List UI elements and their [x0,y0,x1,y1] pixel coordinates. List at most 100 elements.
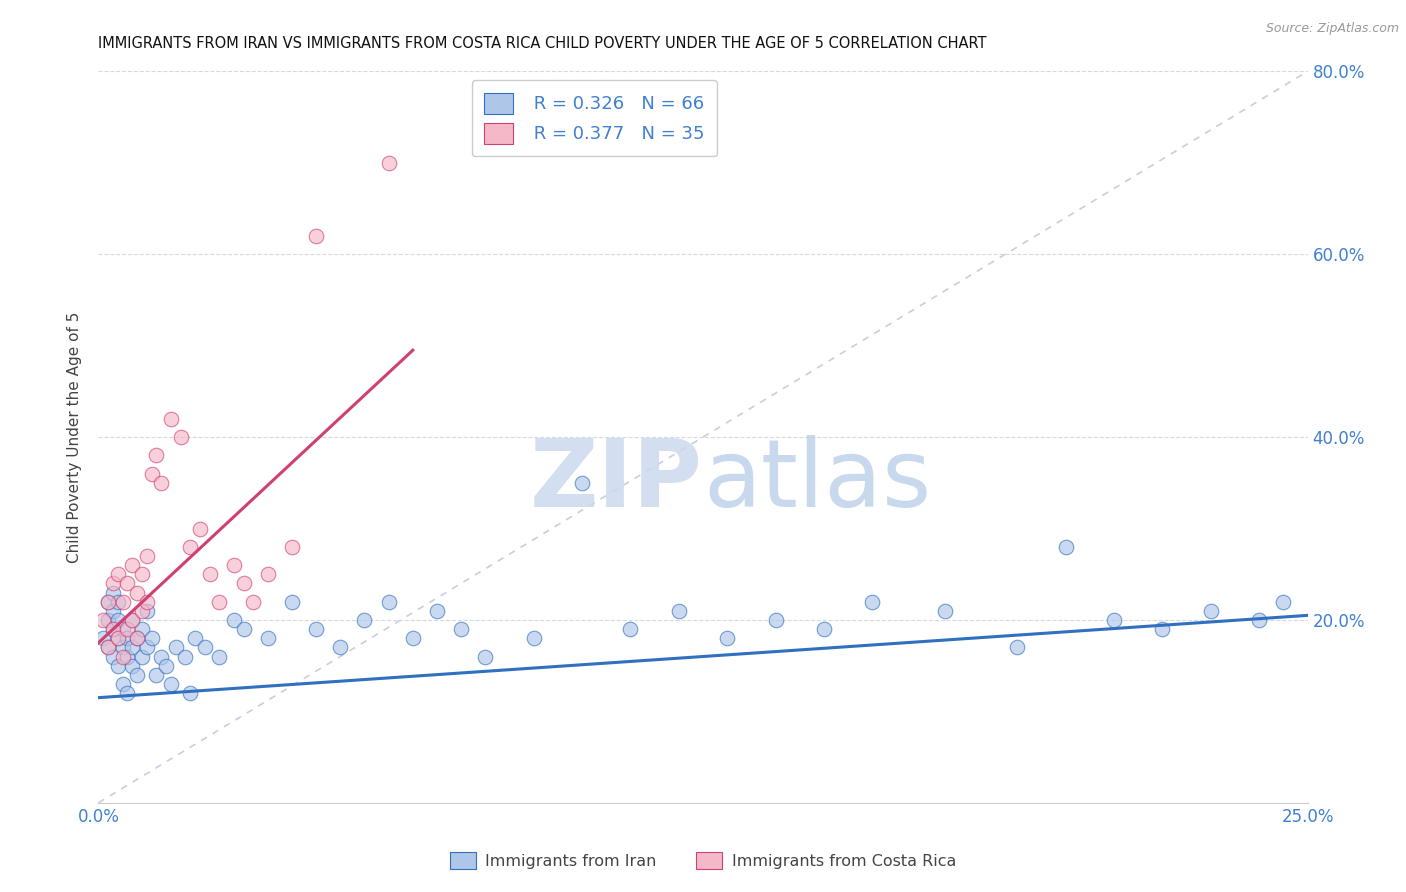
Point [150,475,173,490]
Point [668,604,690,618]
Point [141,632,163,646]
Point [208,594,231,608]
Point [188,521,211,535]
Point [91,632,114,646]
Point [111,594,134,608]
Point [305,228,328,243]
Point [135,604,157,618]
Point [194,640,217,655]
Point [222,613,245,627]
Point [1272,594,1295,608]
Point [179,686,201,700]
Point [474,649,496,664]
Text: atlas: atlas [703,435,931,527]
Point [121,658,143,673]
Point [101,585,124,599]
Point [256,632,278,646]
Point [111,677,134,691]
Point [716,632,738,646]
Point [377,156,399,170]
Point [305,622,328,636]
Legend:  R = 0.326   N = 66,  R = 0.377   N = 35: R = 0.326 N = 66, R = 0.377 N = 35 [471,80,717,156]
Point [135,549,157,563]
Point [117,686,139,700]
Point [117,622,139,636]
Point [97,640,120,655]
Point [97,640,120,655]
Point [184,632,207,646]
Point [1054,540,1077,554]
Point [242,594,264,608]
Point [174,649,197,664]
Point [101,622,124,636]
Point [117,576,139,591]
Point [127,667,149,681]
Point [860,594,883,608]
Point [208,649,231,664]
Point [934,604,956,618]
Point [91,613,114,627]
Point [1152,622,1174,636]
Point [141,467,163,481]
Point [222,558,245,573]
Text: Source: ZipAtlas.com: Source: ZipAtlas.com [1265,22,1399,36]
Point [131,604,153,618]
Point [135,640,157,655]
Point [127,632,149,646]
Point [1102,613,1125,627]
Point [101,649,124,664]
Point [111,640,134,655]
Point [101,622,124,636]
Point [402,632,425,646]
Point [1249,613,1271,627]
Point [450,622,472,636]
Point [1007,640,1029,655]
Point [107,594,129,608]
Point [107,658,129,673]
Point [165,640,187,655]
Point [121,558,143,573]
Point [131,649,153,664]
Point [281,594,304,608]
Point [329,640,352,655]
Point [127,585,149,599]
Point [813,622,835,636]
Point [111,649,134,664]
Point [107,632,129,646]
Point [135,594,157,608]
Point [117,649,139,664]
Point [619,622,641,636]
Point [281,540,304,554]
Text: ZIP: ZIP [530,435,703,527]
Point [97,613,120,627]
Point [765,613,787,627]
Point [127,632,149,646]
Text: IMMIGRANTS FROM IRAN VS IMMIGRANTS FROM COSTA RICA CHILD POVERTY UNDER THE AGE O: IMMIGRANTS FROM IRAN VS IMMIGRANTS FROM … [98,36,987,51]
Point [145,449,167,463]
Point [232,576,254,591]
Point [256,567,278,582]
Point [97,594,120,608]
Point [111,622,134,636]
Point [131,622,153,636]
Point [232,622,254,636]
Point [101,576,124,591]
Point [101,604,124,618]
Point [426,604,449,618]
Point [377,594,399,608]
Point [145,667,167,681]
Point [1199,604,1222,618]
Point [198,567,221,582]
Legend: Immigrants from Iran, Immigrants from Costa Rica: Immigrants from Iran, Immigrants from Co… [444,846,962,875]
Point [169,430,191,444]
Y-axis label: Child Poverty Under the Age of 5: Child Poverty Under the Age of 5 [67,311,83,563]
Point [179,540,201,554]
Point [353,613,375,627]
Point [107,567,129,582]
Point [107,632,129,646]
Point [523,632,546,646]
Point [121,640,143,655]
Point [107,613,129,627]
Point [117,632,139,646]
Point [160,412,183,426]
